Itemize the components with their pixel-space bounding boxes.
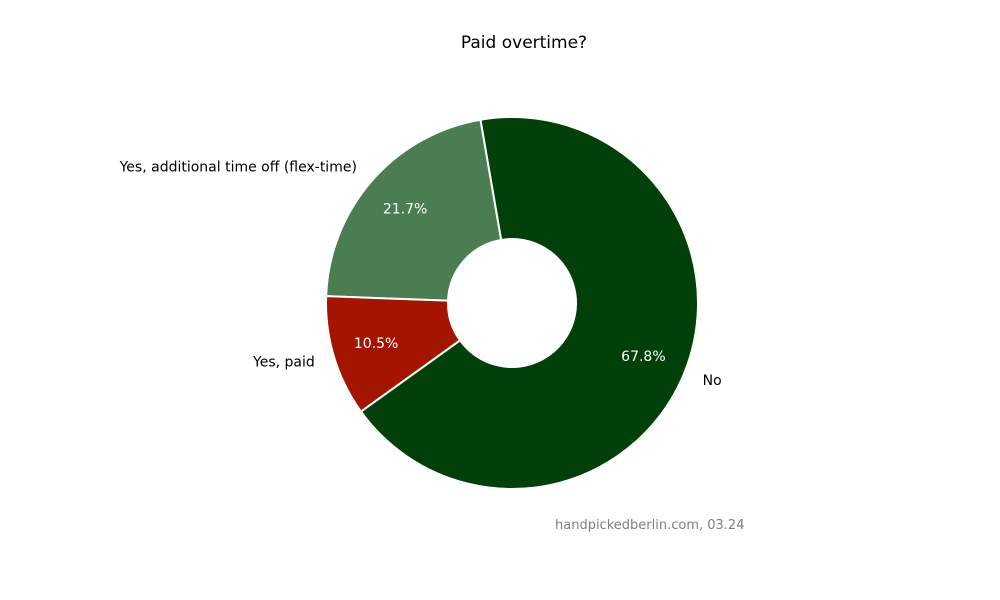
source-note: handpickedberlin.com, 03.24: [555, 518, 745, 533]
slice-value-label: 67.8%: [621, 349, 665, 365]
slice-yes-paid: [325, 295, 462, 413]
slices-group: [325, 116, 699, 490]
slice-category-label: Yes, additional time off (flex-time): [119, 159, 357, 175]
labels-group: 67.8% No 21.7% Yes, additional time off (fl…: [119, 159, 722, 389]
slice-category-label: No: [703, 373, 722, 389]
slice-value-label: 10.5%: [354, 336, 398, 352]
slice-value-label: 21.7%: [383, 202, 427, 218]
slice-yes-additional-time-off-flex-time: [325, 118, 503, 302]
slice-no: [359, 116, 699, 490]
slice-category-label: Yes, paid: [252, 355, 315, 371]
chart-title: Paid overtime?: [460, 33, 588, 53]
